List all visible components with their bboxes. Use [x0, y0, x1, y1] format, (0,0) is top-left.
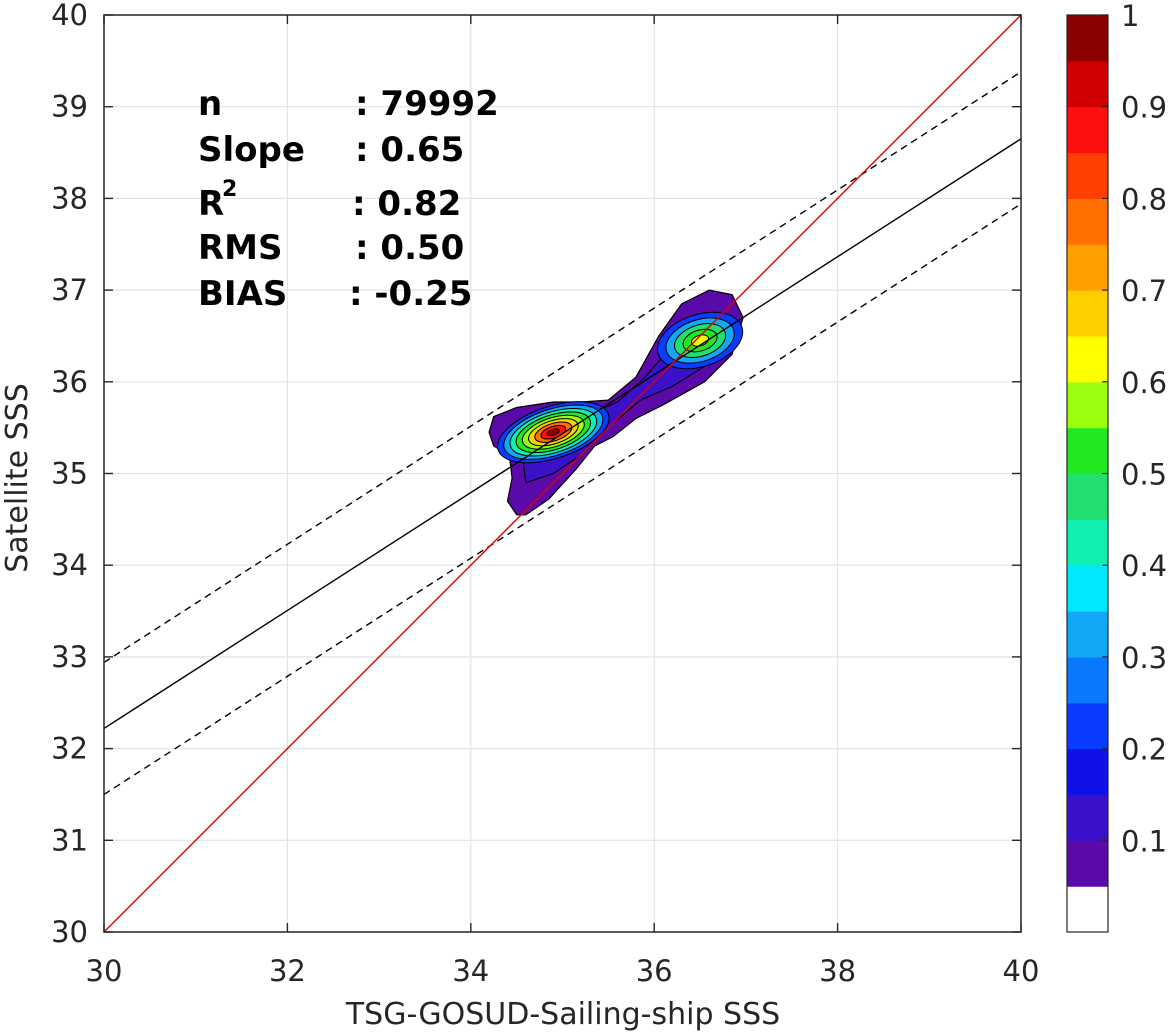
x-tick-label: 38 — [819, 954, 856, 988]
y-tick-label: 33 — [51, 640, 88, 674]
colorbar-segment — [1067, 702, 1108, 750]
colorbar-segment — [1067, 106, 1108, 154]
x-tick-label: 40 — [1003, 954, 1040, 988]
fit-lines — [103, 14, 1022, 933]
colorbar-segment — [1067, 519, 1108, 566]
y-tick-label: 38 — [51, 181, 88, 215]
stat-r2-value: : 0.82 — [352, 184, 461, 224]
density-contour-level — [691, 334, 710, 347]
colorbar-segment — [1067, 473, 1108, 520]
colorbar-segment — [1067, 15, 1108, 62]
y-tick-label: 39 — [51, 90, 88, 124]
colorbar-segment — [1067, 611, 1108, 658]
y-tick-label: 40 — [51, 0, 88, 32]
colorbar-tick-label: 1 — [1121, 0, 1139, 33]
colorbar-segment — [1067, 290, 1108, 337]
stat-slope-label: Slope — [198, 130, 305, 170]
colorbar-segment — [1067, 748, 1108, 796]
colorbar-tick-label: 0.4 — [1121, 549, 1167, 583]
stat-rms-value: : 0.50 — [355, 228, 464, 268]
lower-bound-line — [103, 203, 1022, 796]
x-tick-label: 32 — [269, 954, 306, 988]
regression-line — [103, 138, 1022, 730]
stat-rms-label: RMS — [198, 228, 283, 268]
colorbar-segment — [1067, 886, 1108, 933]
colorbar-tick-label: 0.5 — [1121, 458, 1167, 492]
colorbar-tick-label: 0.8 — [1121, 182, 1167, 216]
colorbar-tick-label: 0.6 — [1121, 366, 1167, 400]
axis-ticks: 30 32 34 36 38 40 30 31 32 33 34 35 36 37 38 39 40 — [51, 0, 1039, 988]
y-tick-label: 35 — [51, 457, 88, 491]
stat-bias-value: : -0.25 — [349, 274, 472, 314]
colorbar-tick-label: 0.7 — [1121, 274, 1167, 308]
colorbar-segment — [1067, 840, 1108, 887]
colorbar-segment — [1067, 60, 1108, 108]
y-axis-label: Satellite SSS — [0, 383, 35, 573]
colorbar-segment — [1067, 198, 1108, 245]
density-contours — [488, 289, 744, 516]
colorbar-segment — [1067, 152, 1108, 199]
y-tick-label: 34 — [51, 548, 88, 582]
colorbar-segment — [1067, 427, 1108, 475]
colorbar-tick-label: 0.1 — [1121, 824, 1167, 858]
colorbar-tick-label: 0.9 — [1121, 91, 1167, 125]
colorbar-tick-label: 0.3 — [1121, 641, 1167, 675]
colorbar-segment — [1067, 656, 1108, 704]
colorbar-segment — [1067, 565, 1108, 612]
y-tick-label: 36 — [51, 365, 88, 399]
stat-slope-value: : 0.65 — [355, 130, 464, 170]
stats-box: n : 79992 Slope : 0.65 R 2 : 0.82 RMS : … — [198, 84, 499, 314]
colorbar: 0.1 0.2 0.3 0.4 0.5 0.6 0.7 0.8 0.9 1 — [1067, 0, 1167, 933]
y-tick-label: 32 — [51, 732, 88, 766]
upper-bound-line — [103, 71, 1022, 663]
stat-r2-label: R — [198, 184, 224, 224]
y-tick-label: 30 — [51, 915, 88, 949]
colorbar-segment — [1067, 381, 1108, 429]
stat-bias-label: BIAS — [198, 274, 287, 314]
stat-n-label: n — [198, 84, 222, 124]
x-tick-label: 34 — [452, 954, 489, 988]
x-tick-label: 36 — [636, 954, 673, 988]
colorbar-segment — [1067, 335, 1108, 383]
y-tick-label: 37 — [51, 273, 88, 307]
y-tick-label: 31 — [51, 823, 88, 857]
identity-line — [103, 14, 1022, 933]
colorbar-tick-label: 0.2 — [1121, 733, 1167, 767]
x-axis-label: TSG-GOSUD-Sailing-ship SSS — [345, 997, 780, 1032]
stat-r2-sup: 2 — [222, 177, 237, 202]
colorbar-segment — [1067, 244, 1108, 291]
stat-n-value: : 79992 — [355, 84, 499, 124]
colorbar-frame — [1066, 14, 1109, 933]
density-contour-level — [546, 428, 560, 437]
x-tick-label: 30 — [86, 954, 123, 988]
colorbar-segment — [1067, 794, 1108, 841]
